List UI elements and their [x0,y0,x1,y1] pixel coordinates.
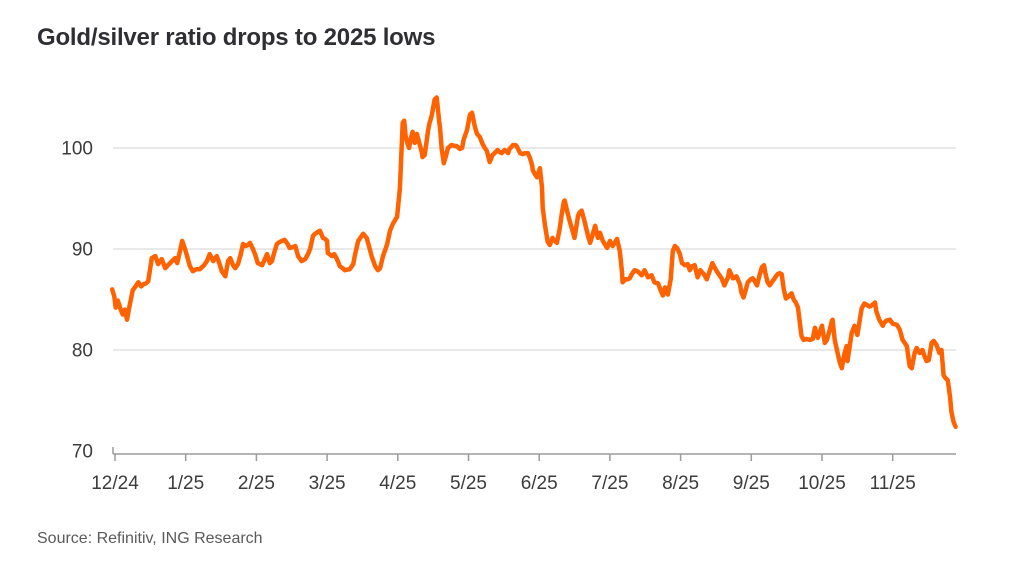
x-axis-label: 8/25 [662,473,699,494]
y-axis-label: 80 [72,341,93,362]
x-axis-label: 10/25 [798,473,846,494]
ratio-line-series [109,95,958,430]
chart-title: Gold/silver ratio drops to 2025 lows [37,24,436,51]
x-axis-label: 5/25 [450,473,487,494]
x-axis-label: 4/25 [379,473,416,494]
x-axis-label: 2/25 [238,473,275,494]
y-axis-label: 70 [72,442,93,463]
x-axis-label: 12/24 [91,473,139,494]
y-axis-label: 100 [61,139,93,160]
x-axis-label: 3/25 [309,473,346,494]
y-axis-label: 90 [72,240,93,261]
x-axis-label: 7/25 [591,473,628,494]
x-axis-label: 1/25 [167,473,204,494]
source-note: Source: Refinitiv, ING Research [37,530,263,547]
x-axis-label: 11/25 [870,473,916,494]
x-axis-label: 6/25 [521,473,558,494]
x-axis-label: 9/25 [733,473,770,494]
